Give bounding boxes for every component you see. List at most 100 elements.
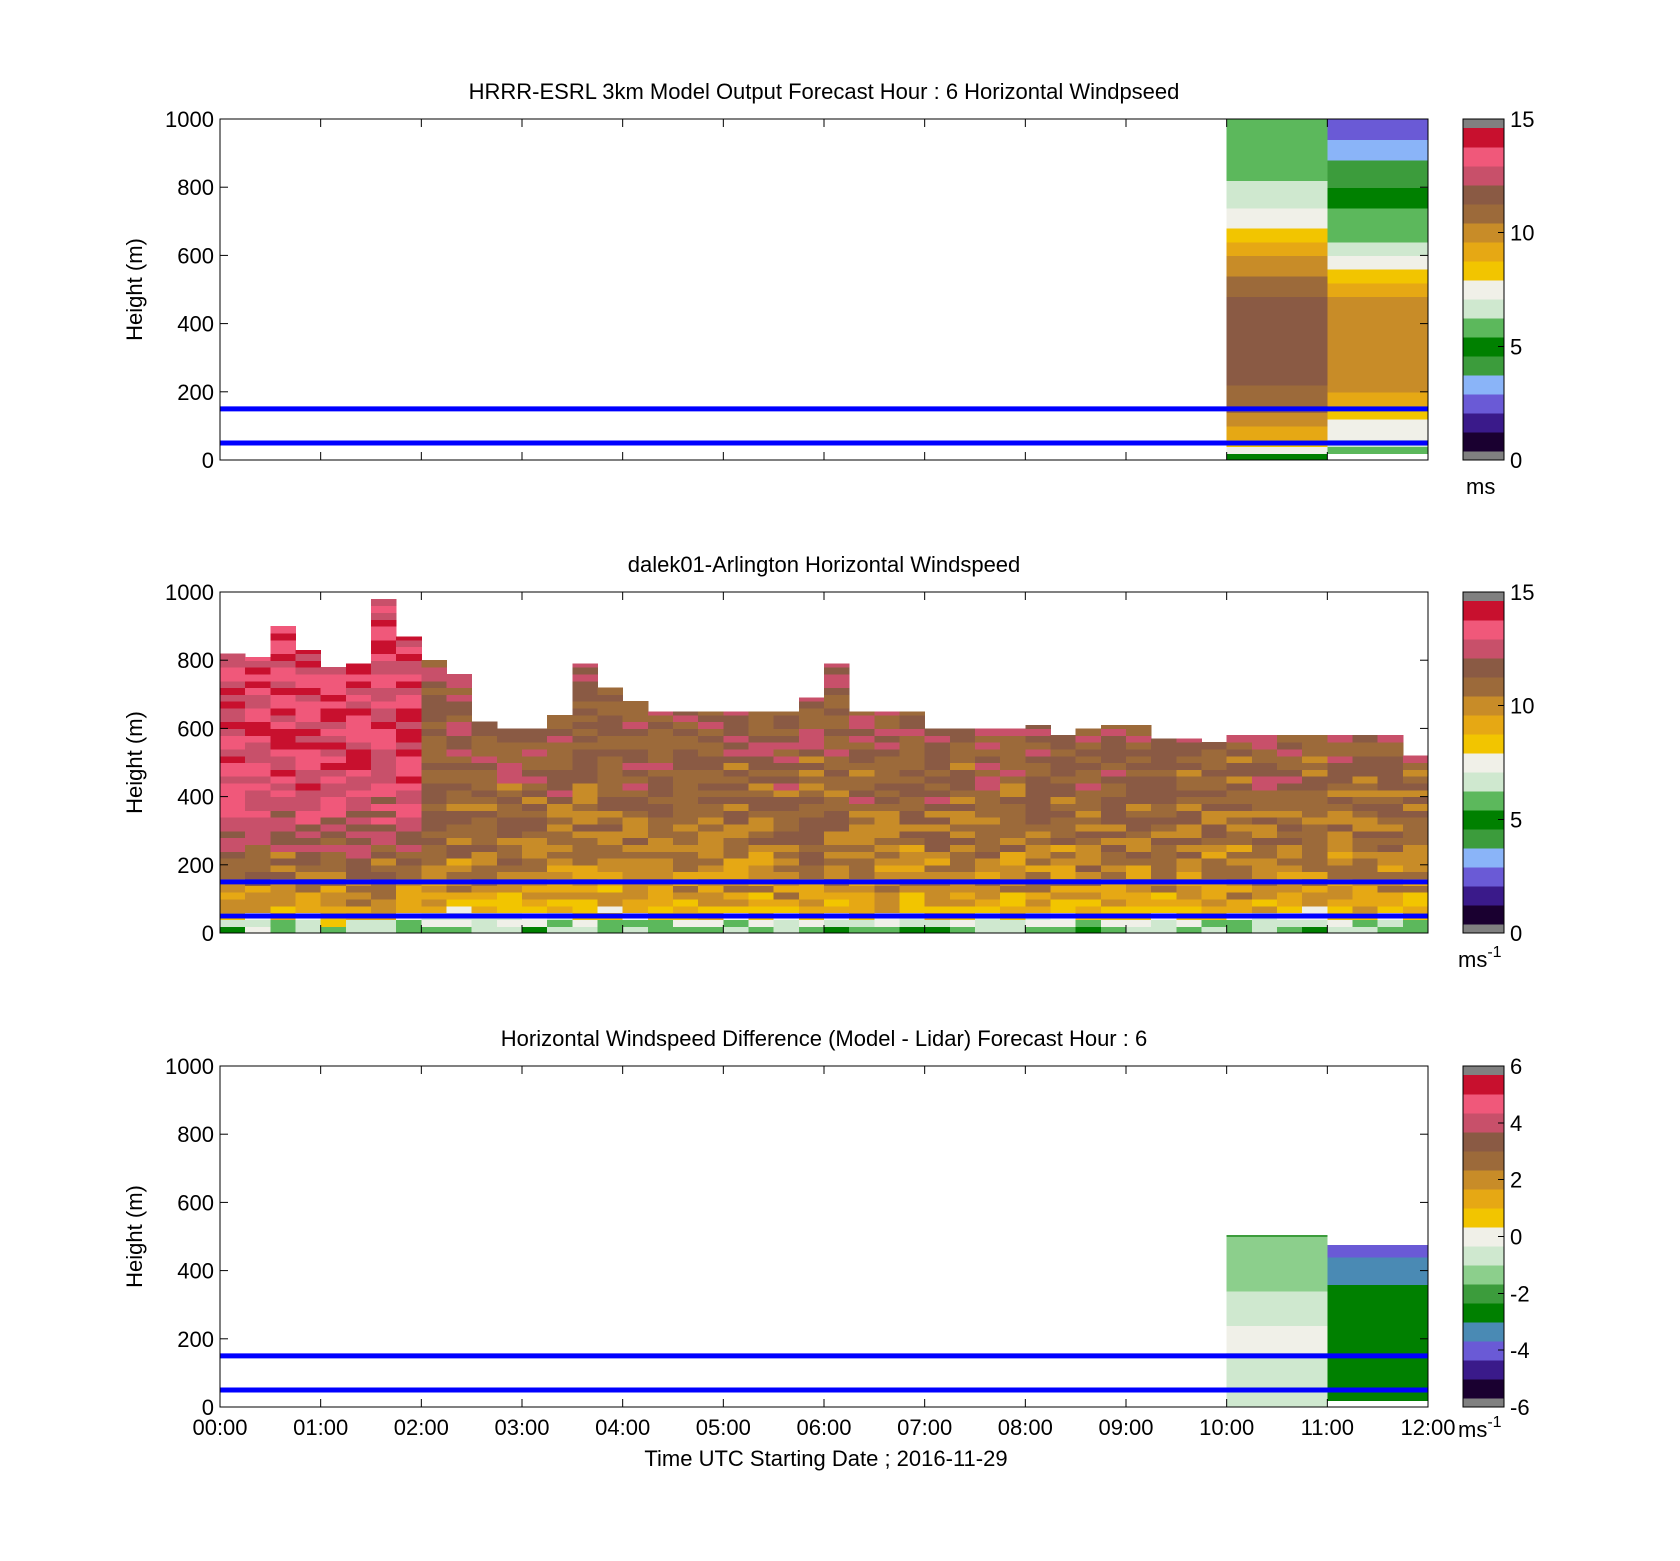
heatmap-cell xyxy=(1327,864,1353,873)
heatmap-cell xyxy=(622,837,649,845)
heatmap-cell xyxy=(748,898,775,907)
heatmap-cell xyxy=(698,892,724,900)
heatmap-cell xyxy=(1226,173,1328,181)
heatmap-cell xyxy=(924,885,951,893)
heatmap-cell xyxy=(849,905,875,914)
heatmap-cell xyxy=(1126,728,1152,736)
heatmap-cell xyxy=(622,864,649,873)
heatmap-cell xyxy=(647,864,674,873)
heatmap-cell xyxy=(1226,898,1253,907)
heatmap-cell xyxy=(723,830,749,839)
colorbar-end-cap xyxy=(1463,119,1504,128)
heatmap-cell xyxy=(673,711,699,716)
colorbar-segment xyxy=(1463,1189,1504,1209)
heatmap-cell xyxy=(496,885,523,893)
heatmap-cell xyxy=(723,789,749,798)
heatmap-cell xyxy=(597,728,624,736)
heatmap-cell xyxy=(320,694,347,702)
colorbar-segment xyxy=(1463,337,1504,357)
heatmap-cell xyxy=(270,646,296,654)
x-tick-label: 03:00 xyxy=(494,1415,549,1440)
heatmap-cell xyxy=(396,735,422,743)
heatmap-cell xyxy=(773,926,800,934)
heatmap-cell xyxy=(1402,844,1429,852)
heatmap-cell xyxy=(1251,892,1278,900)
heatmap-cell xyxy=(622,885,649,893)
heatmap-cell xyxy=(345,885,372,893)
heatmap-cell xyxy=(1251,769,1278,777)
heatmap-cell xyxy=(1226,892,1253,900)
heatmap-cell xyxy=(245,857,271,866)
heatmap-cell xyxy=(270,653,296,661)
heatmap-cell xyxy=(270,735,296,743)
heatmap-cell xyxy=(849,714,875,723)
heatmap-cell xyxy=(1176,742,1202,750)
heatmap-cell xyxy=(673,823,699,832)
heatmap-cell xyxy=(220,769,246,777)
heatmap-cell xyxy=(446,837,473,845)
heatmap-cell xyxy=(270,810,296,818)
heatmap-cell xyxy=(446,782,473,791)
heatmap-cell xyxy=(1126,789,1152,798)
heatmap-cell xyxy=(899,817,926,825)
heatmap-cell xyxy=(1000,864,1026,873)
heatmap-cell xyxy=(345,830,372,839)
heatmap-cell xyxy=(924,919,951,927)
heatmap-cell xyxy=(1050,742,1077,750)
heatmap-cell xyxy=(924,748,951,757)
heatmap-cell xyxy=(899,864,926,873)
heatmap-cell xyxy=(1176,837,1202,845)
heatmap-cell xyxy=(1025,864,1051,873)
heatmap-cell xyxy=(471,769,498,777)
heatmap-cell xyxy=(396,646,422,654)
heatmap-cell xyxy=(1377,851,1404,859)
heatmap-cell xyxy=(396,919,422,927)
heatmap-cell xyxy=(1151,864,1177,873)
heatmap-cell xyxy=(1201,817,1228,825)
heatmap-cell xyxy=(471,817,498,825)
heatmap-cell xyxy=(396,707,422,716)
heatmap-cell xyxy=(1226,1325,1328,1333)
heatmap-cell xyxy=(270,817,296,825)
y-tick-label: 1000 xyxy=(165,1054,214,1079)
heatmap-cell xyxy=(496,898,523,907)
heatmap-cell xyxy=(270,707,296,716)
heatmap-cell xyxy=(371,701,397,709)
heatmap-cell xyxy=(1327,782,1353,791)
heatmap-cell xyxy=(622,823,649,832)
heatmap-cell xyxy=(1327,316,1428,325)
heatmap-cell xyxy=(270,632,296,641)
heatmap-cell xyxy=(1226,303,1328,311)
colorbar-tick-label: 2 xyxy=(1510,1168,1522,1193)
heatmap-cell xyxy=(471,837,498,845)
heatmap-cell xyxy=(748,851,775,859)
heatmap-cell xyxy=(1201,892,1228,900)
heatmap-cell xyxy=(597,687,624,695)
heatmap-cell xyxy=(899,857,926,866)
heatmap-cell xyxy=(547,810,573,818)
heatmap-cell xyxy=(572,673,598,682)
heatmap-cell xyxy=(320,769,347,777)
heatmap-cell xyxy=(723,776,749,784)
heatmap-cell xyxy=(673,885,699,893)
heatmap-cell xyxy=(396,701,422,709)
heatmap-cell xyxy=(647,721,674,729)
heatmap-cell xyxy=(270,885,296,893)
heatmap-cell xyxy=(975,803,1001,811)
heatmap-cell xyxy=(270,728,296,736)
heatmap-cell xyxy=(1176,738,1202,743)
heatmap-cell xyxy=(798,803,825,811)
heatmap-cell xyxy=(949,776,976,784)
heatmap-cell xyxy=(748,714,775,723)
colorbar-segment xyxy=(1463,413,1504,433)
heatmap-cell xyxy=(748,857,775,866)
heatmap-cell xyxy=(899,796,926,805)
heatmap-cell xyxy=(1226,735,1253,743)
heatmap-cell xyxy=(647,871,674,880)
heatmap-cell xyxy=(1327,187,1428,195)
heatmap-cell xyxy=(345,680,372,689)
heatmap-cell xyxy=(471,851,498,859)
heatmap-cell xyxy=(547,769,573,777)
heatmap-cell xyxy=(245,728,271,736)
heatmap-cell xyxy=(1377,776,1404,784)
